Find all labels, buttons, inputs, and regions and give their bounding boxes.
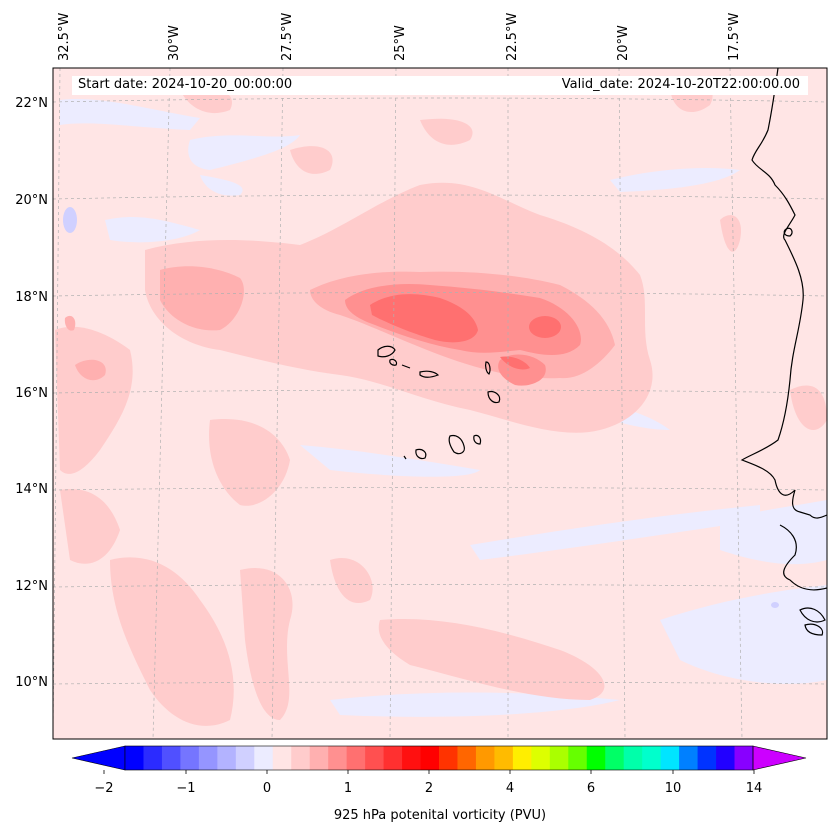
- colorbar-swatch: [586, 746, 606, 770]
- colorbar-swatch: [402, 746, 421, 770]
- colorbar-swatch: [734, 746, 754, 770]
- colorbar-swatch: [328, 746, 348, 770]
- lon-label-17-5w: 17.5°W: [727, 12, 742, 61]
- colorbar-tick-label: 4: [505, 781, 515, 796]
- colorbar-swatch: [697, 746, 717, 770]
- colorbar-swatch: [365, 746, 384, 770]
- colorbar-under-arrow: [71, 745, 126, 771]
- cape-verde-islands: [377, 345, 501, 460]
- colorbar-swatch: [143, 746, 163, 770]
- lat-label-16n: 16°N: [15, 386, 48, 401]
- colorbar-swatch: [494, 746, 514, 770]
- lat-label-18n: 18°N: [15, 290, 48, 305]
- colorbar-tick-label: 6: [586, 781, 596, 796]
- pv-negative-patches: [60, 99, 827, 717]
- colorbar-tick-label: −1: [176, 781, 196, 796]
- colorbar-swatch: [531, 746, 551, 770]
- colorbar-swatch: [254, 746, 274, 770]
- colorbar-tick-label: −2: [94, 781, 114, 796]
- date-info-box: Start date: 2024-10-20_00:00:00 Valid_da…: [72, 76, 808, 95]
- pv-band-core: [370, 294, 561, 370]
- colorbar-swatch: [716, 746, 735, 770]
- lon-label-27-5w: 27.5°W: [280, 12, 295, 61]
- colorbar-swatch: [605, 746, 625, 770]
- colorbar-swatch: [198, 746, 218, 770]
- colorbar-label: 925 hPa potenital vorticity (PVU): [333, 808, 547, 823]
- colorbar-tick-label: 10: [664, 781, 682, 796]
- lat-label-14n: 14°N: [15, 482, 48, 497]
- colorbar-tick-label: 14: [745, 781, 763, 796]
- lat-label-20n: 20°N: [15, 193, 48, 208]
- colorbar: [71, 745, 807, 774]
- colorbar-swatch: [475, 746, 495, 770]
- colorbar-swatch: [642, 746, 662, 770]
- colorbar-swatch: [346, 746, 366, 770]
- colorbar-swatch: [272, 746, 292, 770]
- lat-label-22n: 22°N: [15, 96, 48, 111]
- valid-date-label: Valid_date: 2024-10-20T22:00:00.00: [561, 77, 800, 92]
- colorbar-tick-label: 1: [343, 781, 353, 796]
- colorbar-swatch: [383, 746, 403, 770]
- colorbar-swatch: [568, 746, 588, 770]
- colorbar-swatch: [679, 746, 698, 770]
- colorbar-tick-label: 0: [262, 781, 272, 796]
- map-frame: [52, 67, 828, 740]
- colorbar-swatch: [623, 746, 643, 770]
- lon-label-25w: 25°W: [393, 25, 408, 61]
- colorbar-swatch: [217, 746, 237, 770]
- pv-negative-cores: [63, 207, 779, 608]
- colorbar-swatch: [439, 746, 458, 770]
- colorbar-swatch: [180, 746, 200, 770]
- colorbar-frame: [124, 745, 754, 771]
- colorbar-swatch: [161, 746, 181, 770]
- lon-label-20w: 20°W: [616, 25, 631, 61]
- map-panel: [53, 68, 827, 739]
- lat-label-12n: 12°N: [15, 579, 48, 594]
- colorbar-swatch: [457, 746, 477, 770]
- colorbar-swatch: [660, 746, 680, 770]
- colorbar-swatch: [512, 746, 532, 770]
- coastline: [740, 68, 827, 636]
- colorbar-swatch: [125, 746, 144, 770]
- colorbar-tick-label: 2: [424, 781, 434, 796]
- lon-label-32-5w: 32.5°W: [57, 12, 72, 61]
- colorbar-swatch: [291, 746, 311, 770]
- graticule: [53, 68, 827, 739]
- lon-label-30w: 30°W: [167, 25, 182, 61]
- colorbar-swatch: [549, 746, 569, 770]
- colorbar-swatch: [309, 746, 329, 770]
- colorbar-swatch: [420, 746, 440, 770]
- lon-label-22-5w: 22.5°W: [505, 12, 520, 61]
- colorbar-over-arrow: [752, 745, 807, 771]
- lat-label-10n: 10°N: [15, 675, 48, 690]
- start-date-label: Start date: 2024-10-20_00:00:00: [78, 77, 293, 92]
- colorbar-swatch: [235, 746, 255, 770]
